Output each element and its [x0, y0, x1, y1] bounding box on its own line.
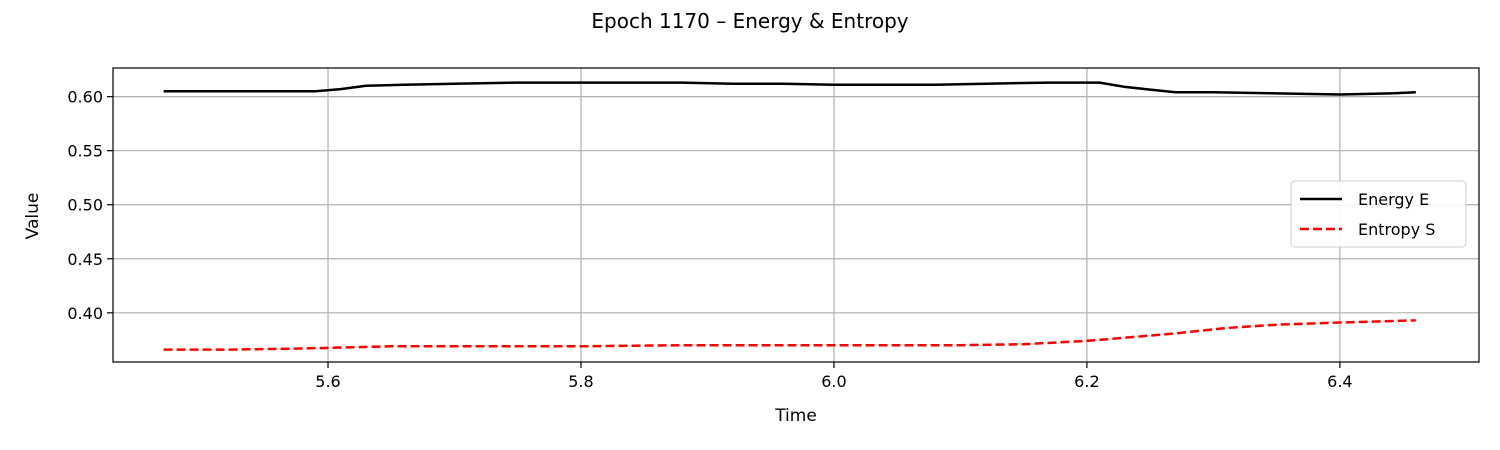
legend-label-entropy: Entropy S [1358, 220, 1435, 239]
y-tick-label: 0.55 [67, 142, 103, 161]
y-tick-label: 0.60 [67, 88, 103, 107]
plot-frame [112, 67, 1480, 363]
legend-label-energy: Energy E [1358, 190, 1429, 209]
grid-lines [113, 68, 1479, 362]
series-lines [163, 81, 1416, 351]
legend: Energy E Entropy S [1290, 180, 1467, 248]
x-tick-label: 5.8 [568, 372, 593, 391]
x-axis-ticks: 5.6 5.8 6.0 6.2 6.4 [315, 362, 1353, 391]
x-tick-label: 6.4 [1327, 372, 1352, 391]
y-tick-label: 0.50 [67, 196, 103, 215]
y-axis-label: Value [23, 193, 43, 240]
series-line-entropy [163, 319, 1416, 351]
y-tick-label: 0.45 [67, 250, 103, 269]
legend-box [1290, 180, 1467, 248]
x-tick-label: 5.6 [315, 372, 340, 391]
chart-title: Epoch 1170 – Energy & Entropy [591, 9, 908, 33]
x-tick-label: 6.2 [1074, 372, 1099, 391]
x-tick-label: 6.0 [821, 372, 846, 391]
y-axis-ticks: 0.40 0.45 0.50 0.55 0.60 [67, 88, 113, 323]
x-axis-label: Time [774, 406, 817, 426]
y-tick-label: 0.40 [67, 304, 103, 323]
series-line-energy [163, 81, 1416, 96]
